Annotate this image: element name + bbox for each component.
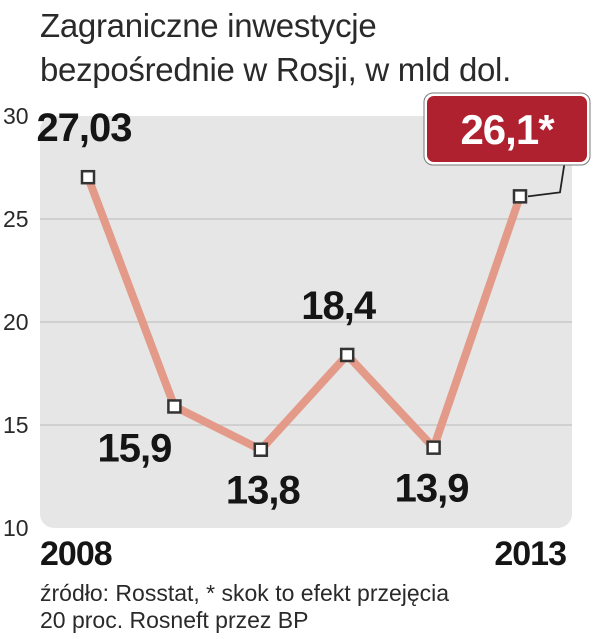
highlight-box	[427, 96, 587, 162]
title-line-1: Zagraniczne inwestycje	[40, 7, 377, 44]
data-label: 13,8	[226, 469, 301, 513]
data-point	[80, 169, 96, 185]
callout-connector	[527, 159, 566, 198]
y-tick-label: 25	[3, 206, 29, 232]
data-label: 15,9	[97, 426, 171, 470]
chart-title: Zagraniczne inwestycje bezpośrednie w Ro…	[40, 4, 580, 92]
data-point	[426, 440, 441, 455]
data-point	[167, 399, 182, 414]
x-tick-label: 2013	[494, 535, 566, 573]
highlight-value-label: 26,1*	[460, 106, 555, 153]
x-tick-label: 2008	[40, 535, 112, 573]
y-tick-label: 15	[3, 412, 29, 438]
source-note: źródło: Rosstat, * skok to efekt przejęc…	[40, 580, 590, 634]
y-tick-label: 20	[3, 309, 29, 335]
data-label: 27,03	[36, 106, 131, 150]
source-line-2: 20 proc. Rosneft przez BP	[40, 607, 309, 633]
y-tick-label: 10	[3, 515, 29, 541]
series-line	[84, 173, 524, 454]
data-point	[512, 189, 528, 204]
y-tick-label: 30	[3, 103, 29, 129]
data-point	[339, 347, 355, 363]
source-line-1: źródło: Rosstat, * skok to efekt przejęc…	[40, 580, 450, 606]
data-label: 18,4	[301, 284, 377, 328]
data-point	[253, 442, 269, 457]
title-line-2: bezpośrednie w Rosji, w mld dol.	[40, 51, 511, 88]
data-label: 13,9	[395, 467, 469, 511]
